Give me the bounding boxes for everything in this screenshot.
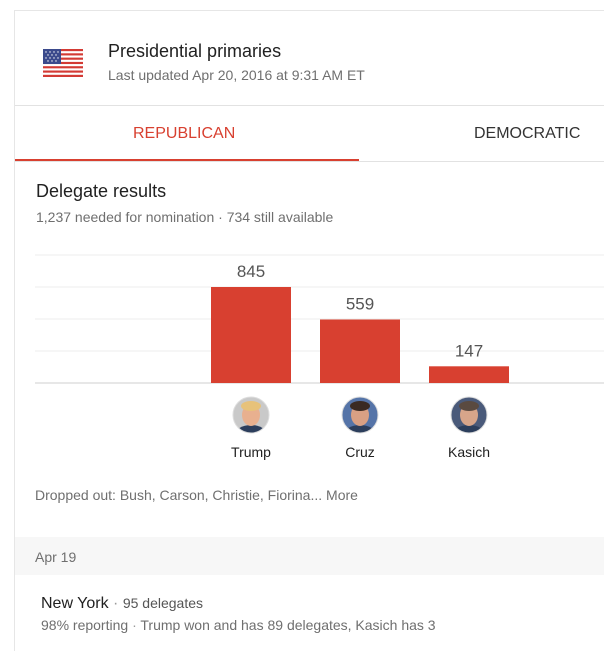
separator: · (113, 595, 119, 612)
tab-republican[interactable]: REPUBLICAN (133, 125, 236, 142)
us-flag-icon (43, 43, 83, 83)
candidate-name-label: Cruz (345, 444, 375, 460)
more-link[interactable]: More (326, 487, 358, 503)
bar-kasich[interactable] (429, 366, 509, 383)
bar-cruz[interactable] (320, 319, 400, 383)
separator: · (132, 617, 137, 633)
primaries-card: Presidential primaries Last updated Apr … (14, 10, 604, 651)
active-tab-indicator (15, 159, 359, 162)
result-summary: Trump won and has 89 delegates, Kasich h… (140, 617, 436, 633)
candidate-name-label: Kasich (448, 444, 490, 460)
candidate-name-label: Trump (231, 444, 271, 460)
page-title: Presidential primaries (108, 41, 282, 61)
tabs-divider (15, 161, 604, 162)
candidate-avatar[interactable] (341, 396, 379, 445)
bar-trump[interactable] (211, 287, 291, 383)
dropped-out-text: Dropped out: Bush, Carson, Christie, Fio… (35, 487, 358, 503)
tab-democratic[interactable]: DEMOCRATIC (474, 125, 581, 142)
date-label: Apr 19 (35, 549, 77, 565)
state-result-heading[interactable]: New York · 95 delegates (41, 595, 203, 613)
delegate-bar-chart: 845 559 147 Trump Cruz Kasich (35, 254, 604, 460)
bar-value-label: 845 (237, 262, 265, 281)
delegate-results-subtitle: 1,237 needed for nomination · 734 still … (36, 209, 334, 225)
state-name: New York (41, 595, 109, 612)
candidate-avatar[interactable] (232, 396, 270, 445)
last-updated-text: Last updated Apr 20, 2016 at 9:31 AM ET (108, 67, 365, 83)
delegate-results-title: Delegate results (36, 181, 167, 201)
state-result-summary: 98% reporting · Trump won and has 89 del… (41, 617, 436, 633)
header-divider (15, 105, 604, 106)
date-row: Apr 19 (15, 537, 604, 575)
dropped-out-list: Dropped out: Bush, Carson, Christie, Fio… (35, 487, 323, 503)
bar-value-label: 559 (346, 294, 374, 313)
reporting-status: 98% reporting (41, 617, 129, 633)
bar-value-label: 147 (455, 341, 483, 360)
candidate-avatar[interactable] (450, 396, 488, 445)
state-delegates: 95 delegates (122, 595, 204, 611)
